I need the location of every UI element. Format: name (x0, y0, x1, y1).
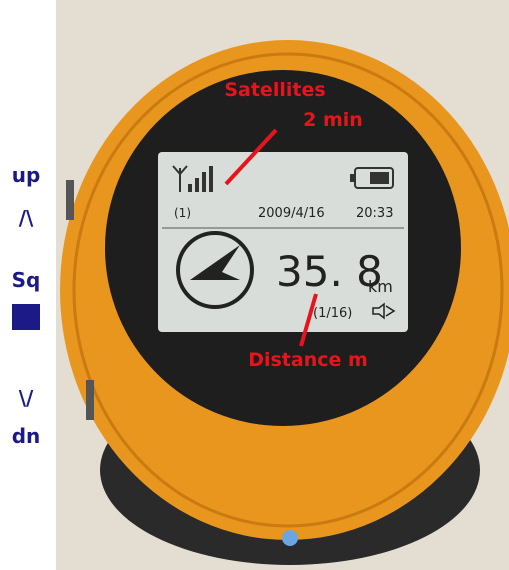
time: 20:33 (356, 206, 393, 221)
battery-tip (350, 174, 355, 182)
side-button (66, 180, 74, 220)
indicator-light (282, 530, 298, 546)
side-label: /\ (19, 206, 34, 230)
side-label: Sq (12, 268, 41, 292)
signal-bar (209, 166, 213, 192)
side-label: dn (12, 424, 41, 448)
signal-bar (188, 184, 192, 192)
side-button (86, 380, 94, 420)
signal-bar (195, 178, 199, 192)
antenna-icon (172, 165, 188, 192)
satellite-count: (1) (174, 206, 191, 220)
battery-level (370, 172, 389, 184)
speaker-icon (372, 302, 396, 320)
waypoint: (1/16) (313, 306, 352, 321)
annotation-line (299, 293, 318, 347)
annotation: Distance m (248, 349, 368, 371)
signal-bar (202, 172, 206, 192)
side-label: \/ (19, 386, 34, 410)
select-square (12, 304, 40, 330)
distance-unit: km (368, 277, 393, 296)
compass-ring (176, 231, 254, 309)
lcd-screen (158, 152, 408, 332)
date: 2009/4/16 (258, 206, 325, 221)
device-rim (72, 52, 504, 528)
annotation: 2 min (303, 109, 363, 131)
compass-arrow (190, 245, 240, 280)
distance-value: 35. 8 (276, 247, 383, 296)
annotation-line (224, 128, 278, 186)
annotation: Satellites (224, 79, 325, 101)
side-label: up (12, 163, 41, 187)
